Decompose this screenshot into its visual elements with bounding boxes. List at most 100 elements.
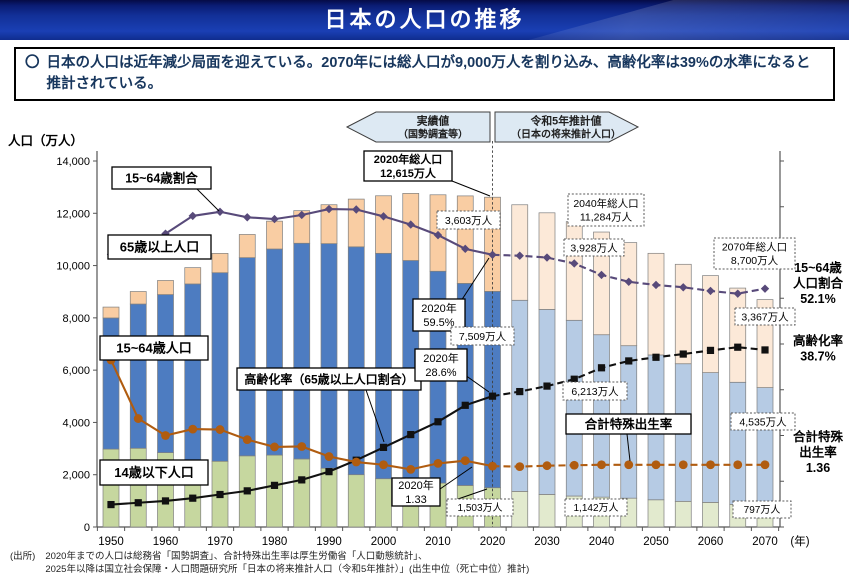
bar-1980-14歳以下人口 (266, 454, 283, 528)
svg-text:2,000: 2,000 (62, 470, 90, 482)
annotation-v-1503: 1,503万人 (446, 488, 514, 517)
y-axis: 0 2,000 4,000 6,000 8,000 10,000 12,000 14,000 人… (8, 133, 98, 534)
bar-2065-15~64歳人口 (729, 382, 747, 505)
x-axis: 1950 1960 1970 1980 1990 2000 2010 2020 2030 2040… (96, 526, 810, 548)
svg-text:14歳以下人口: 14歳以下人口 (114, 465, 193, 480)
bar-1960-65歳以上人口 (157, 280, 174, 296)
svg-text:実績値: 実績値 (417, 114, 450, 128)
arrow-banner-actual: 実績値（国勢調査等） (345, 111, 491, 143)
bar-2050-14歳以下人口 (647, 499, 665, 528)
svg-text:合計特殊: 合計特殊 (793, 429, 844, 444)
annotation-v-1142: 1,142万人 (564, 498, 628, 517)
bar-1980-65歳以上人口 (266, 220, 283, 250)
svg-text:59.5%: 59.5% (423, 317, 454, 329)
svg-text:2010: 2010 (425, 536, 451, 548)
bar-1965-15~64歳人口 (184, 283, 202, 461)
annotation-v-3928: 3,928万人 (563, 238, 625, 257)
annotation-v-4535: 4,535万人 (730, 412, 796, 431)
bar-2000-65歳以上人口 (375, 195, 392, 254)
bar-2015-65歳以上人口 (456, 195, 474, 284)
svg-text:2020年: 2020年 (398, 478, 433, 492)
source-note: (出所) 2020年までの人口は総務省「国勢調査」、合計特殊出生率は厚生労働省「… (10, 551, 849, 577)
line-高齢化率 (107, 343, 769, 509)
bar-2035-65歳以上人口 (565, 221, 583, 321)
bar-1985-14歳以下人口 (293, 458, 311, 528)
svg-text:出生率: 出生率 (799, 445, 837, 460)
bar-2070-15~64歳人口 (756, 387, 774, 507)
svg-text:3,603万人: 3,603万人 (445, 215, 493, 227)
svg-text:人口（万人）: 人口（万人） (8, 133, 83, 148)
source-lines: 2020年までの人口は総務省「国勢調査」、合計特殊出生率は厚生労働省「人口動態統… (45, 551, 529, 577)
bar-2065-65歳以上人口 (729, 287, 747, 383)
bar-1995-15~64歳人口 (347, 246, 365, 476)
svg-text:1990: 1990 (316, 536, 342, 548)
source-line-1: 2020年までの人口は総務省「国勢調査」、合計特殊出生率は厚生労働省「人口動態統… (45, 551, 428, 563)
svg-text:8,000: 8,000 (62, 313, 90, 325)
svg-text:2040年総人口: 2040年総人口 (573, 197, 638, 210)
bar-1990-14歳以下人口 (320, 468, 338, 528)
annotation-total-2040: 2040年総人口 11,284万人 (567, 193, 645, 227)
title-bar: 日本の人口の推移 (0, 0, 849, 40)
bar-1985-15~64歳人口 (293, 243, 311, 460)
svg-text:10,000: 10,000 (56, 261, 90, 273)
source-line-2: 2025年以降は国立社会保障・人口問題研究所「日本の将来推計人口（令和5年推計）… (45, 563, 530, 575)
svg-text:2070年総人口: 2070年総人口 (722, 241, 787, 254)
svg-text:合計特殊出生率: 合計特殊出生率 (585, 417, 673, 432)
svg-text:4,000: 4,000 (62, 418, 90, 430)
annotation-v-3367: 3,367万人 (734, 307, 796, 326)
annotation-v-797: 797万人 (732, 500, 792, 519)
svg-text:7,509万人: 7,509万人 (459, 331, 507, 343)
svg-text:6,000: 6,000 (62, 365, 90, 377)
page-title: 日本の人口の推移 (324, 7, 525, 32)
svg-text:2020年: 2020年 (423, 351, 458, 365)
svg-text:1980: 1980 (262, 536, 288, 548)
arrow-banner-projection: 令和5年推計値（日本の将来推計人口） (494, 111, 640, 143)
bar-2040-65歳以上人口 (593, 231, 610, 336)
svg-text:15~64歳割合: 15~64歳割合 (125, 171, 198, 186)
svg-text:1.33: 1.33 (405, 494, 426, 506)
bar-2050-65歳以上人口 (647, 253, 665, 356)
annotation-label-tfr: 合計特殊出生率 (565, 413, 692, 462)
bar-1980-15~64歳人口 (266, 248, 283, 456)
svg-text:1.36: 1.36 (806, 461, 830, 475)
svg-text:2030: 2030 (534, 536, 560, 548)
annotation-label-age014: 14歳以下人口 (99, 459, 209, 486)
annotation-cb-2020-ratio: 2020年 59.5% (412, 257, 490, 332)
svg-text:2040: 2040 (589, 536, 615, 548)
svg-text:15~64歳人口: 15~64歳人口 (116, 341, 192, 356)
bar-1995-14歳以下人口 (347, 474, 365, 528)
annotation-v-6213: 6,213万人 (562, 381, 628, 401)
svg-text:（国勢調査等）: （国勢調査等） (398, 128, 468, 141)
line-合計特殊出生率 (106, 355, 770, 474)
annotation-v-7509: 7,509万人 (450, 326, 515, 346)
svg-text:高齢化率（65歳以上人口割合）: 高齢化率（65歳以上人口割合） (244, 371, 413, 386)
svg-text:(年): (年) (790, 534, 809, 548)
bar-2025-14歳以下人口 (511, 491, 529, 528)
svg-text:28.6%: 28.6% (425, 367, 456, 379)
bar-2060-15~64歳人口 (702, 372, 719, 503)
bar-2055-14歳以下人口 (674, 501, 692, 528)
bar-1960-15~64歳人口 (157, 294, 174, 454)
svg-text:38.7%: 38.7% (800, 350, 835, 364)
svg-text:14,000: 14,000 (56, 156, 90, 168)
summary-text: 日本の人口は近年減少局面を迎えている。2070年には総人口が9,000万人を割り… (46, 55, 811, 92)
bar-1965-65歳以上人口 (184, 267, 202, 285)
population-chart: 0 2,000 4,000 6,000 8,000 10,000 12,000 14,000 人… (8, 111, 844, 548)
bar-1985-65歳以上人口 (293, 210, 311, 244)
svg-text:1960: 1960 (153, 536, 179, 548)
bar-1975-65歳以上人口 (238, 234, 256, 259)
bar-2045-65歳以上人口 (620, 242, 638, 347)
svg-text:2060: 2060 (698, 536, 724, 548)
bar-1990-65歳以上人口 (320, 204, 338, 245)
svg-text:3,928万人: 3,928万人 (570, 242, 618, 254)
bar-1975-15~64歳人口 (238, 257, 256, 457)
svg-text:1970: 1970 (207, 536, 233, 548)
annotation-v-3603: 3,603万人 (436, 210, 501, 230)
annotation-label-age65: 65歳以上人口 (107, 234, 212, 260)
svg-text:高齢化率: 高齢化率 (793, 333, 844, 348)
bar-2000-14歳以下人口 (375, 478, 392, 528)
annotation-label-age1564: 15~64歳人口 (99, 335, 209, 361)
